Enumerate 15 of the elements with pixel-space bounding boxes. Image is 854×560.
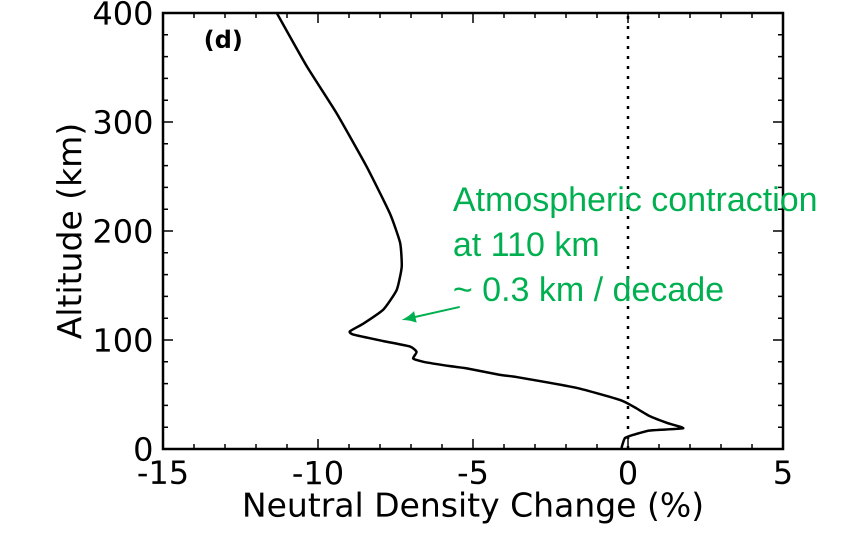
x-tick-label: -5	[458, 460, 486, 484]
x-tick-label: -10	[293, 460, 342, 485]
annotation: at 110 km	[454, 231, 598, 256]
x-tick-label: 5	[775, 460, 790, 484]
annotation: ~ 0.3 km / decade	[454, 276, 723, 302]
x-tick-label: 0	[620, 460, 636, 485]
y-tick-label: 100	[96, 328, 152, 352]
y-tick-label: 200	[94, 218, 152, 244]
y-axis-title: Altitude (km)	[56, 126, 86, 339]
x-axis-title: Neutral Density Change (%)	[245, 492, 702, 524]
annotation: (d)	[206, 30, 241, 51]
x-tick-label: -15	[138, 460, 186, 484]
y-tick-label: 0	[135, 436, 152, 462]
y-tick-label: 400	[94, 0, 152, 26]
y-tick-label: 300	[94, 110, 152, 134]
